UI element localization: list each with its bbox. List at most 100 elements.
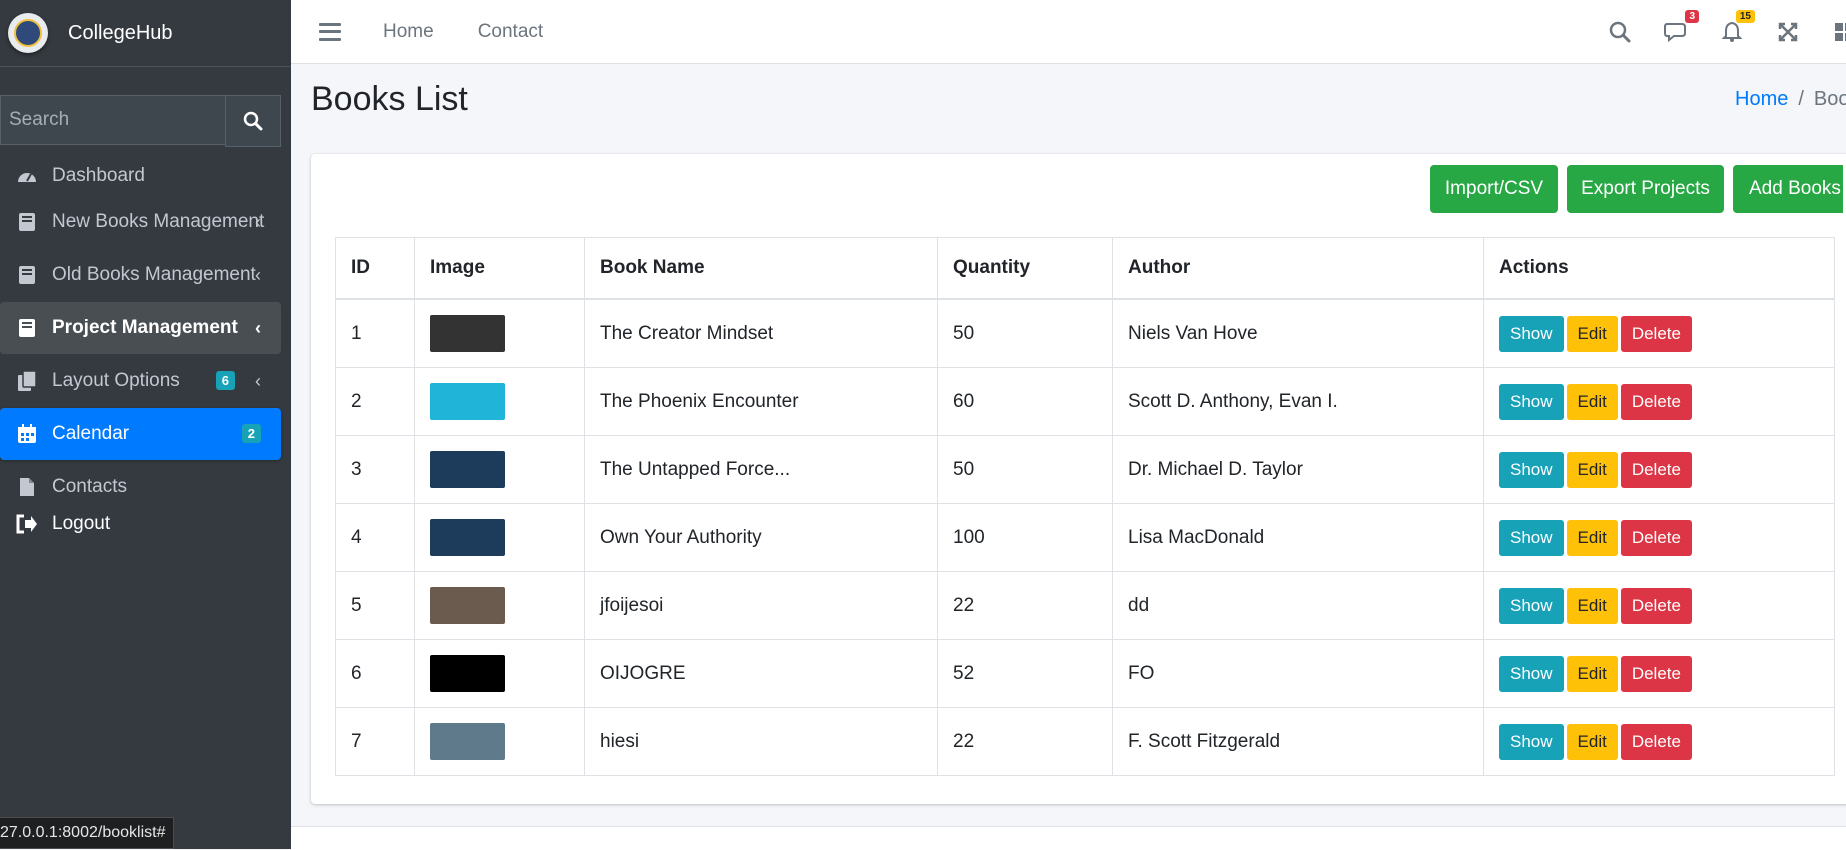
books-table: ID Image Book Name Quantity Author Actio… [335, 237, 1835, 776]
cell-actions: Show Edit Delete [1483, 367, 1835, 436]
edit-button[interactable]: Edit [1566, 315, 1618, 352]
nav-link-home[interactable]: Home [383, 20, 434, 42]
cell-id: 2 [335, 367, 415, 436]
sidebar-item-label: Old Books Management [52, 264, 256, 285]
navbar-search-button[interactable] [1608, 20, 1632, 44]
edit-button[interactable]: Edit [1566, 587, 1618, 624]
edit-button[interactable]: Edit [1566, 383, 1618, 420]
edit-button[interactable]: Edit [1566, 519, 1618, 556]
add-books-button[interactable]: Add Books [1733, 165, 1843, 213]
book-cover-image [430, 315, 505, 352]
cell-quantity: 50 [937, 298, 1113, 368]
breadcrumb: Home / Boo [1735, 88, 1846, 111]
cell-quantity: 52 [937, 639, 1113, 708]
cell-author: Scott D. Anthony, Evan I. [1112, 367, 1484, 436]
sidebar-search-input[interactable] [0, 95, 225, 145]
cell-book-name: OIJOGRE [584, 639, 938, 708]
sidebar-item-label: Calendar [52, 423, 130, 444]
cell-actions: Show Edit Delete [1483, 571, 1835, 640]
column-header-book-name[interactable]: Book Name [584, 237, 938, 300]
delete-button[interactable]: Delete [1620, 519, 1692, 556]
book-cover-image [430, 723, 505, 760]
column-header-id[interactable]: ID [335, 237, 415, 300]
show-button[interactable]: Show [1499, 519, 1564, 556]
messages-dropdown[interactable]: 3 [1664, 9, 1699, 44]
messages-count-badge: 3 [1685, 9, 1699, 23]
cell-actions: Show Edit Delete [1483, 435, 1835, 504]
sidebar-item-new-books[interactable]: New Books Management ‹ [0, 196, 281, 248]
sidebar-item-logout[interactable]: Logout [0, 498, 281, 550]
cell-book-name: The Untapped Force... [584, 435, 938, 504]
show-button[interactable]: Show [1499, 723, 1564, 760]
chevron-left-icon: ‹ [255, 318, 261, 338]
edit-button[interactable]: Edit [1566, 451, 1618, 488]
book-cover-image [430, 587, 505, 624]
cell-image [414, 367, 585, 436]
show-button[interactable]: Show [1499, 383, 1564, 420]
breadcrumb-home-link[interactable]: Home [1735, 88, 1789, 110]
content-header: Books List [311, 80, 468, 119]
expand-icon [1778, 22, 1798, 41]
delete-button[interactable]: Delete [1620, 655, 1692, 692]
cell-author: Lisa MacDonald [1112, 503, 1484, 572]
sidebar-search [0, 95, 281, 147]
delete-button[interactable]: Delete [1620, 723, 1692, 760]
edit-button[interactable]: Edit [1566, 723, 1618, 760]
sidebar-item-old-books[interactable]: Old Books Management ‹ [0, 249, 281, 301]
column-header-quantity[interactable]: Quantity [937, 237, 1113, 300]
calendar-badge: 2 [241, 424, 261, 443]
sidebar-item-label: Dashboard [52, 165, 145, 186]
sidebar-item-contacts[interactable]: Contacts [0, 461, 281, 513]
sign-out-icon [16, 513, 38, 535]
table-row: 4 Own Your Authority 100 Lisa MacDonald Show… [335, 503, 1835, 572]
column-header-author[interactable]: Author [1112, 237, 1484, 300]
show-button[interactable]: Show [1499, 451, 1564, 488]
cell-image [414, 571, 585, 640]
column-header-image[interactable]: Image [414, 237, 585, 300]
cell-image [414, 298, 585, 368]
book-cover-image [430, 519, 505, 556]
cell-image [414, 707, 585, 776]
import-csv-button[interactable]: Import/CSV [1430, 165, 1558, 213]
calendar-icon [16, 423, 38, 445]
sidebar-search-button[interactable] [225, 95, 281, 147]
sidebar-item-dashboard[interactable]: Dashboard [0, 150, 281, 202]
cell-id: 4 [335, 503, 415, 572]
export-projects-button[interactable]: Export Projects [1567, 165, 1724, 213]
delete-button[interactable]: Delete [1620, 451, 1692, 488]
sidebar-item-label: New Books Management [52, 211, 265, 232]
cell-quantity: 100 [937, 503, 1113, 572]
comments-icon [1664, 22, 1686, 42]
cell-author: Niels Van Hove [1112, 298, 1484, 368]
control-sidebar-button[interactable] [1832, 20, 1846, 44]
cell-book-name: The Creator Mindset [584, 298, 938, 368]
nav-link-contact[interactable]: Contact [477, 20, 544, 42]
show-button[interactable]: Show [1499, 315, 1564, 352]
chevron-left-icon: ‹ [255, 371, 261, 391]
book-icon [16, 264, 38, 286]
footer-strip [291, 826, 1846, 850]
edit-button[interactable]: Edit [1566, 655, 1618, 692]
hamburger-icon[interactable] [319, 22, 341, 41]
delete-button[interactable]: Delete [1620, 315, 1692, 352]
sidebar-item-project-management[interactable]: Project Management ‹ [0, 302, 281, 354]
notifications-dropdown[interactable]: 15 [1720, 9, 1755, 44]
cell-quantity: 22 [937, 571, 1113, 640]
layout-options-badge: 6 [215, 371, 235, 390]
brand-link[interactable]: CollegeHub [0, 0, 291, 67]
book-cover-image [430, 383, 505, 420]
show-button[interactable]: Show [1499, 587, 1564, 624]
cell-id: 3 [335, 435, 415, 504]
cell-quantity: 60 [937, 367, 1113, 436]
show-button[interactable]: Show [1499, 655, 1564, 692]
delete-button[interactable]: Delete [1620, 587, 1692, 624]
delete-button[interactable]: Delete [1620, 383, 1692, 420]
book-icon [16, 317, 38, 339]
cell-author: dd [1112, 571, 1484, 640]
search-icon [243, 111, 263, 131]
fullscreen-button[interactable] [1776, 20, 1800, 44]
cell-id: 6 [335, 639, 415, 708]
table-header-row: ID Image Book Name Quantity Author Actio… [335, 237, 1835, 300]
sidebar-item-layout-options[interactable]: Layout Options 6 ‹ [0, 355, 281, 407]
sidebar-item-calendar[interactable]: Calendar 2 [0, 408, 281, 460]
